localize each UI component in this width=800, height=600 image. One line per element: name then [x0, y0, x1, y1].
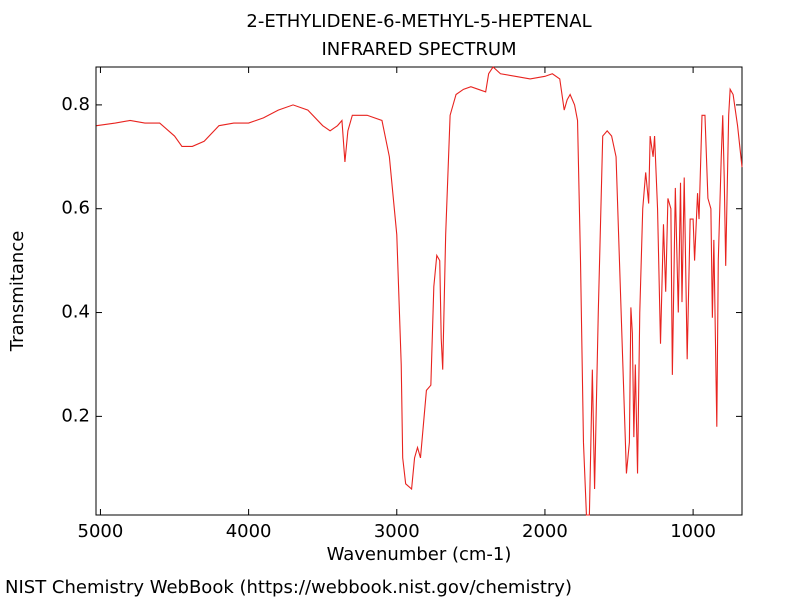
chart-title: 2-ETHYLIDENE-6-METHYL-5-HEPTENAL: [246, 11, 591, 32]
x-tick-label: 5000: [78, 521, 124, 542]
plot-frame: [95, 66, 743, 516]
x-axis-label: Wavenumber (cm-1): [327, 544, 512, 565]
y-tick-label: 0.6: [61, 198, 90, 219]
y-axis-label: Transmitance: [7, 231, 28, 353]
footer: NIST Chemistry WebBook (https://webbook.…: [5, 577, 572, 598]
y-tick-label: 0.4: [61, 302, 90, 323]
y-tick-label: 0.8: [61, 94, 90, 115]
x-tick-label: 1000: [670, 521, 716, 542]
spectrum-line: [96, 66, 743, 516]
y-tick-label: 0.2: [61, 405, 90, 426]
x-tick-label: 3000: [374, 521, 420, 542]
x-tick-label: 2000: [522, 521, 568, 542]
x-tick-label: 4000: [226, 521, 272, 542]
chart-subtitle: INFRARED SPECTRUM: [321, 39, 516, 60]
